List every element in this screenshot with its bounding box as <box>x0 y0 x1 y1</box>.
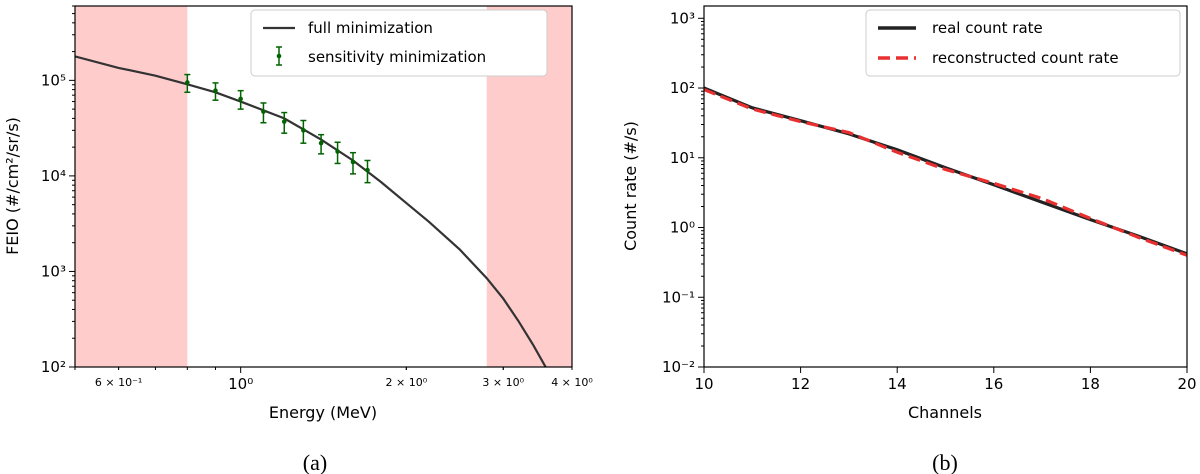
errorbar-point <box>350 151 357 175</box>
errorbar-point <box>318 133 325 155</box>
y-tick-label: 10² <box>670 79 695 97</box>
errorbar-point <box>281 111 288 134</box>
x-tick-label: 6 × 10⁻¹ <box>95 376 142 389</box>
panel-b-legend: real count rate reconstructed count rate <box>865 9 1181 77</box>
panel-b-ylabel: Count rate (#/s) <box>621 121 640 251</box>
errorbar-point <box>334 141 341 165</box>
x-tick-label: 16 <box>984 375 1003 393</box>
errorbar-point <box>260 102 267 124</box>
y-tick-label: 10² <box>41 358 66 376</box>
legend-label-sensitivity-minimization: sensitivity minimization <box>308 48 486 66</box>
panel-a-xlabel: Energy (MeV) <box>269 403 377 422</box>
x-tick-label: 3 × 10⁰ <box>482 376 524 389</box>
errorbar-point <box>237 89 244 110</box>
x-tick-label: 10 <box>694 375 713 393</box>
errorbar-point <box>300 119 307 144</box>
y-tick-label: 10⁻¹ <box>662 288 695 306</box>
y-tick-label: 10⁵ <box>41 71 66 89</box>
x-tick-label: 10⁰ <box>228 375 253 393</box>
x-tick-label: 2 × 10⁰ <box>386 376 428 389</box>
panel-a-chart: 6 × 10⁻¹ 10⁰ 2 × 10⁰ 3 × 10⁰ 4 × 10⁰ 10² 10³ 1… <box>3 5 593 474</box>
errorbar-marker <box>261 109 266 114</box>
panel-a-legend: full minimization sensitivity minimizati… <box>250 9 548 77</box>
panel-b-chart: 10 12 14 16 18 20 10⁻² 10⁻¹ 10⁰ 10¹ 10² 10³ Channe… <box>621 5 1197 474</box>
errorbar-marker <box>185 80 190 85</box>
legend-label-real-count-rate: real count rate <box>932 19 1043 37</box>
panel-a-legend-box <box>250 9 548 77</box>
shaded-region-0 <box>75 6 188 367</box>
errorbar-marker <box>365 167 370 173</box>
y-tick-label: 10³ <box>41 262 66 280</box>
legend-marker-sensitivity <box>276 53 282 59</box>
panel-b-xlabel: Channels <box>908 403 982 422</box>
errorbar-point <box>364 159 371 184</box>
x-tick-label: 18 <box>1081 375 1100 393</box>
y-tick-label: 10³ <box>670 9 695 27</box>
y-tick-label: 10⁴ <box>41 167 66 185</box>
panel-b-caption: (b) <box>932 450 958 474</box>
panel-a-frame <box>74 5 573 368</box>
errorbar-point <box>184 73 191 94</box>
panel-a-caption: (a) <box>303 450 327 474</box>
errorbar-marker <box>213 88 218 93</box>
errorbar-marker <box>318 140 324 146</box>
panel-b-legend-box <box>865 9 1181 77</box>
series-reconstructed-count-rate-line <box>704 88 1187 257</box>
panel-b-frame <box>703 5 1188 368</box>
legend-label-reconstructed-count-rate: reconstructed count rate <box>932 49 1119 67</box>
x-tick-label: 14 <box>888 375 907 393</box>
panel-a-ylabel: FEIO (#/cm²/sr/s) <box>3 117 22 255</box>
legend-label-full-minimization: full minimization <box>308 19 433 37</box>
x-tick-label: 12 <box>791 375 810 393</box>
y-tick-label: 10¹ <box>670 149 695 167</box>
errorbar-marker <box>238 96 243 102</box>
errorbar-marker <box>350 159 356 165</box>
y-tick-label: 10⁰ <box>670 219 695 237</box>
x-tick-label: 20 <box>1177 375 1196 393</box>
errorbar-marker <box>281 119 287 124</box>
errorbar-point <box>212 82 219 101</box>
errorbar-marker <box>301 128 306 133</box>
errorbar-marker <box>335 149 340 154</box>
x-tick-label: 4 × 10⁰ <box>551 376 593 389</box>
y-tick-label: 10⁻² <box>662 358 695 376</box>
